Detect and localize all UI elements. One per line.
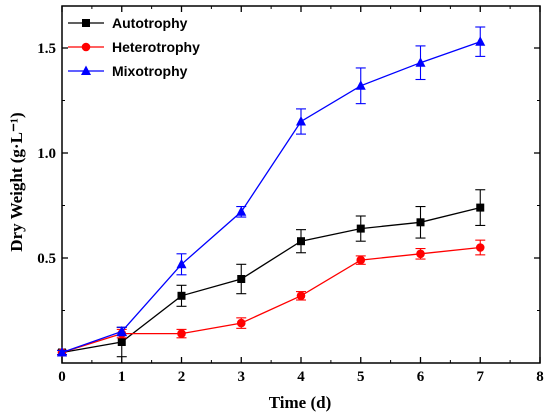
data-point xyxy=(237,275,246,283)
y-tick-label: 1.5 xyxy=(37,41,56,57)
x-tick-label: 7 xyxy=(477,369,485,385)
data-point xyxy=(236,318,246,328)
x-tick-label: 1 xyxy=(118,369,126,385)
data-point xyxy=(177,291,186,300)
data-point xyxy=(116,326,127,336)
series-line xyxy=(61,41,481,354)
data-point xyxy=(415,57,426,67)
series-line xyxy=(61,246,481,354)
x-axis-ticks: 0 1 2 3 4 5 6 7 8 xyxy=(58,6,544,385)
legend-item-autotrophy: Autotrophy xyxy=(68,15,188,31)
legend: Autotrophy Heterotrophy Mixotrophy xyxy=(68,15,200,79)
legend-item-mixotrophy: Mixotrophy xyxy=(68,63,188,79)
data-point xyxy=(236,206,247,216)
data-point xyxy=(176,258,187,269)
series-mixotrophy xyxy=(57,26,486,357)
x-tick-label: 3 xyxy=(238,369,246,385)
data-point xyxy=(475,36,486,46)
data-point xyxy=(476,203,485,212)
data-point xyxy=(117,338,126,346)
y-tick-label: 1.0 xyxy=(37,146,56,162)
data-point xyxy=(356,224,365,233)
legend-label: Heterotrophy xyxy=(112,39,200,55)
series-heterotrophy xyxy=(57,239,486,357)
legend-label: Mixotrophy xyxy=(112,63,188,79)
y-tick-label: 0.5 xyxy=(37,251,56,267)
data-point xyxy=(296,116,306,126)
x-tick-label: 0 xyxy=(58,369,66,385)
data-point xyxy=(416,218,425,227)
legend-label: Autotrophy xyxy=(112,15,188,31)
x-tick-label: 5 xyxy=(357,369,365,385)
data-point xyxy=(416,249,425,259)
legend-item-heterotrophy: Heterotrophy xyxy=(68,39,200,55)
x-tick-label: 6 xyxy=(417,369,425,385)
x-axis-title: Time (d) xyxy=(269,393,332,412)
series-line xyxy=(61,206,481,354)
x-tick-label: 4 xyxy=(297,369,305,385)
x-tick-label: 8 xyxy=(536,369,544,385)
plot-area xyxy=(57,5,541,364)
y-axis-title: Dry Weight (g·L⁻¹) xyxy=(7,112,26,251)
legend-marker xyxy=(81,42,91,52)
plot-frame xyxy=(61,5,541,364)
data-point xyxy=(297,237,305,246)
data-point xyxy=(177,329,186,338)
y-axis-ticks: 0.5 1.0 1.5 xyxy=(37,41,540,311)
data-point xyxy=(57,347,67,357)
legend-marker xyxy=(82,19,90,27)
legend-marker xyxy=(81,65,91,75)
data-point xyxy=(296,291,306,301)
data-point xyxy=(356,255,366,265)
data-point xyxy=(475,243,485,252)
data-point xyxy=(355,80,366,90)
x-tick-label: 2 xyxy=(178,369,186,385)
